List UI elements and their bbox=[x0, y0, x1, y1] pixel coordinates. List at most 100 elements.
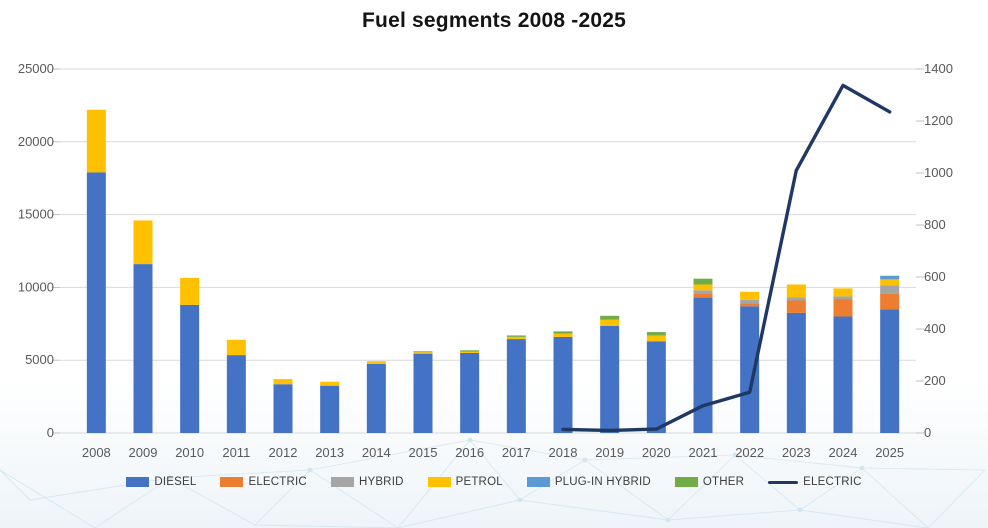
bar-segment-2020-petrol[interactable] bbox=[646, 335, 666, 342]
bar-segment-2009-petrol[interactable] bbox=[133, 220, 153, 265]
bar-segment-2016-other[interactable] bbox=[460, 350, 480, 352]
y-axis-right-label: 600 bbox=[924, 269, 946, 284]
y-axis-left-label: 15000 bbox=[18, 207, 54, 222]
legend-label: ELECTRIC bbox=[248, 476, 307, 488]
legend-label: ELECTRIC bbox=[803, 476, 862, 488]
bar-segment-2021-hybrid[interactable] bbox=[693, 290, 713, 294]
y-axis-left-label: 0 bbox=[47, 425, 54, 440]
bar-segment-2015-other[interactable] bbox=[413, 351, 433, 353]
y-axis-right-label: 1200 bbox=[924, 113, 953, 128]
bar-segment-2012-petrol[interactable] bbox=[273, 379, 293, 385]
y-axis-left-label: 25000 bbox=[18, 61, 54, 76]
chart-legend: DIESEL ELECTRIC HYBRID PETROL PLUG-IN HYBRID… bbox=[0, 471, 988, 493]
x-axis-label: 2009 bbox=[129, 445, 158, 460]
x-axis-label: 2008 bbox=[82, 445, 111, 460]
bar-segment-2018-petrol[interactable] bbox=[553, 333, 573, 337]
bar-segment-2013-petrol[interactable] bbox=[320, 381, 340, 386]
legend-item-plug-in-hybrid[interactable]: PLUG-IN HYBRID bbox=[526, 476, 651, 488]
x-axis-label: 2015 bbox=[409, 445, 438, 460]
bar-segment-2023-hybrid[interactable] bbox=[786, 297, 806, 301]
bar-segment-2025-petrol[interactable] bbox=[880, 279, 900, 286]
bar-segment-2010-petrol[interactable] bbox=[180, 277, 200, 305]
x-axis-label: 2016 bbox=[455, 445, 484, 460]
bar-segment-2020-diesel[interactable] bbox=[646, 341, 666, 433]
bar-segment-2010-diesel[interactable] bbox=[180, 304, 200, 433]
bar-segment-2009-diesel[interactable] bbox=[133, 264, 153, 433]
bar-segment-2025-hybrid[interactable] bbox=[880, 285, 900, 294]
x-axis-label: 2017 bbox=[502, 445, 531, 460]
bar-segment-2022-hybrid[interactable] bbox=[740, 299, 760, 304]
bar-segment-2024-electric[interactable] bbox=[833, 299, 853, 317]
bar-segment-2025-electric[interactable] bbox=[880, 293, 900, 310]
legend-color-swatch bbox=[220, 477, 244, 487]
bar-segment-2012-diesel[interactable] bbox=[273, 384, 293, 433]
bar-segment-2022-diesel[interactable] bbox=[740, 306, 760, 433]
y-axis-right-label: 200 bbox=[924, 373, 946, 388]
y-axis-right-label: 400 bbox=[924, 321, 946, 336]
bar-segment-2023-petrol[interactable] bbox=[786, 284, 806, 298]
x-axis-label: 2020 bbox=[642, 445, 671, 460]
bar-segment-2016-petrol[interactable] bbox=[460, 351, 480, 353]
bar-segment-2017-other[interactable] bbox=[506, 335, 526, 337]
bar-segment-2019-petrol[interactable] bbox=[600, 319, 620, 326]
bar-segment-2021-electric[interactable] bbox=[693, 293, 713, 298]
bar-segment-2017-diesel[interactable] bbox=[506, 339, 526, 433]
bar-segment-2015-diesel[interactable] bbox=[413, 353, 433, 433]
legend-item-hybrid[interactable]: HYBRID bbox=[330, 476, 404, 488]
bar-segment-2023-electric[interactable] bbox=[786, 300, 806, 313]
x-axis-label: 2014 bbox=[362, 445, 391, 460]
bar-segment-2021-other[interactable] bbox=[693, 278, 713, 285]
bar-segment-2023-diesel[interactable] bbox=[786, 312, 806, 433]
bar-segment-2013-diesel[interactable] bbox=[320, 385, 340, 433]
bar-segment-2014-petrol[interactable] bbox=[366, 361, 386, 364]
y-axis-left-label: 5000 bbox=[25, 352, 54, 367]
x-axis-label: 2013 bbox=[315, 445, 344, 460]
bar-segment-2022-electric[interactable] bbox=[740, 303, 760, 307]
legend-label: OTHER bbox=[702, 476, 745, 488]
legend-line-swatch bbox=[768, 480, 799, 484]
bar-segment-2021-diesel[interactable] bbox=[693, 297, 713, 433]
bar-segment-2011-petrol[interactable] bbox=[226, 339, 246, 356]
x-axis-label: 2011 bbox=[222, 445, 250, 460]
bar-segment-2008-diesel[interactable] bbox=[86, 172, 106, 433]
bar-segment-2014-diesel[interactable] bbox=[366, 363, 386, 433]
bar-segment-2024-hybrid[interactable] bbox=[833, 296, 853, 300]
legend-item-petrol[interactable]: PETROL bbox=[427, 476, 503, 488]
bar-segment-2024-petrol[interactable] bbox=[833, 288, 853, 297]
y-axis-right-label: 1000 bbox=[924, 165, 953, 180]
bar-segment-2018-other[interactable] bbox=[553, 331, 573, 334]
legend-item-electric[interactable]: ELECTRIC bbox=[220, 476, 307, 488]
background-mesh bbox=[0, 437, 986, 528]
legend-label: HYBRID bbox=[358, 476, 404, 488]
bar-segment-2016-diesel[interactable] bbox=[460, 352, 480, 433]
bar-segment-2017-petrol[interactable] bbox=[506, 336, 526, 340]
bar-segment-2025-plug-in-hybrid[interactable] bbox=[880, 275, 900, 280]
bar-segment-2011-diesel[interactable] bbox=[226, 355, 246, 433]
legend-item-diesel[interactable]: DIESEL bbox=[126, 476, 196, 488]
bar-segment-2019-diesel[interactable] bbox=[600, 325, 620, 433]
legend-color-swatch bbox=[427, 477, 451, 487]
legend-color-swatch bbox=[526, 477, 550, 487]
y-axis-right-label: 800 bbox=[924, 217, 946, 232]
legend-item-electric-line[interactable]: ELECTRIC bbox=[768, 476, 861, 488]
bar-segment-2022-petrol[interactable] bbox=[740, 291, 760, 300]
legend-item-other[interactable]: OTHER bbox=[674, 476, 745, 488]
bar-segment-2018-diesel[interactable] bbox=[553, 336, 573, 433]
x-axis-label: 2019 bbox=[595, 445, 624, 460]
legend-color-swatch bbox=[126, 477, 150, 487]
bar-segment-2019-other[interactable] bbox=[600, 315, 620, 320]
x-axis-label: 2018 bbox=[549, 445, 578, 460]
y-axis-right-label: 0 bbox=[924, 425, 931, 440]
bar-segment-2021-petrol[interactable] bbox=[693, 284, 713, 291]
bar-segment-2020-other[interactable] bbox=[646, 332, 666, 336]
bar-segment-2008-petrol[interactable] bbox=[86, 109, 106, 173]
chart-title: Fuel segments 2008 -2025 bbox=[362, 9, 626, 32]
y-axis-left-label: 10000 bbox=[18, 279, 54, 294]
bar-segment-2025-diesel[interactable] bbox=[880, 309, 900, 433]
x-axis-label: 2023 bbox=[782, 445, 811, 460]
bar-segment-2024-diesel[interactable] bbox=[833, 316, 853, 433]
line-series-electric[interactable] bbox=[561, 83, 892, 433]
bar-segment-2015-petrol[interactable] bbox=[413, 352, 433, 354]
